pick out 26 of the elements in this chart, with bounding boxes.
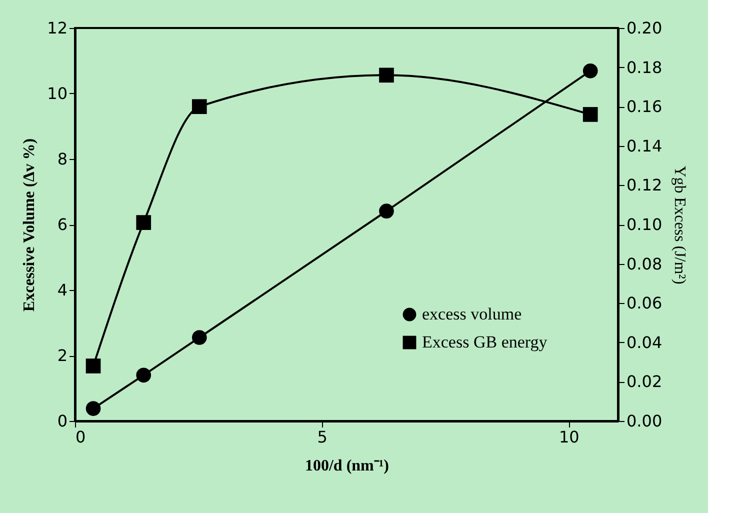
y-tick-label: 2: [57, 346, 68, 365]
y2-tick-label: 0.12: [626, 176, 662, 195]
y2-tick-label: 0.20: [626, 18, 662, 38]
legend-label: excess volume: [422, 304, 522, 324]
y2-tick-label: 0.06: [626, 294, 662, 313]
x-tick-label: 5: [317, 428, 328, 446]
y2-tick-label: 0.08: [626, 254, 662, 274]
y2-tick-label: 0.04: [626, 332, 662, 352]
y-tick-label: 10: [47, 84, 68, 103]
y-tick-label: 6: [57, 215, 68, 234]
y2-tick-label: 0.14: [626, 136, 662, 156]
x-tick-label: 10: [558, 428, 580, 446]
y2-tick-label: 0.10: [626, 215, 662, 234]
y2-tick-label: 0.00: [626, 412, 662, 430]
legend-label: Excess GB energy: [422, 332, 548, 352]
y2-axis-title: Ygb Excess (J/m²): [671, 166, 688, 284]
x-tick-label: 0: [76, 428, 86, 446]
y-tick-label: 4: [57, 280, 68, 300]
y-tick-label: 12: [47, 18, 68, 38]
x-axis-title: 100/d (nm⁻¹): [304, 458, 390, 474]
y2-tick-label: 0.16: [626, 97, 662, 116]
y2-tick-label: 0.18: [626, 58, 662, 77]
y-tick-label: 8: [57, 150, 68, 168]
y-tick-label: 0: [57, 412, 68, 430]
y-axis-title: Excessive Volume (Δv %): [21, 138, 38, 312]
y2-tick-label: 0.02: [626, 372, 662, 392]
